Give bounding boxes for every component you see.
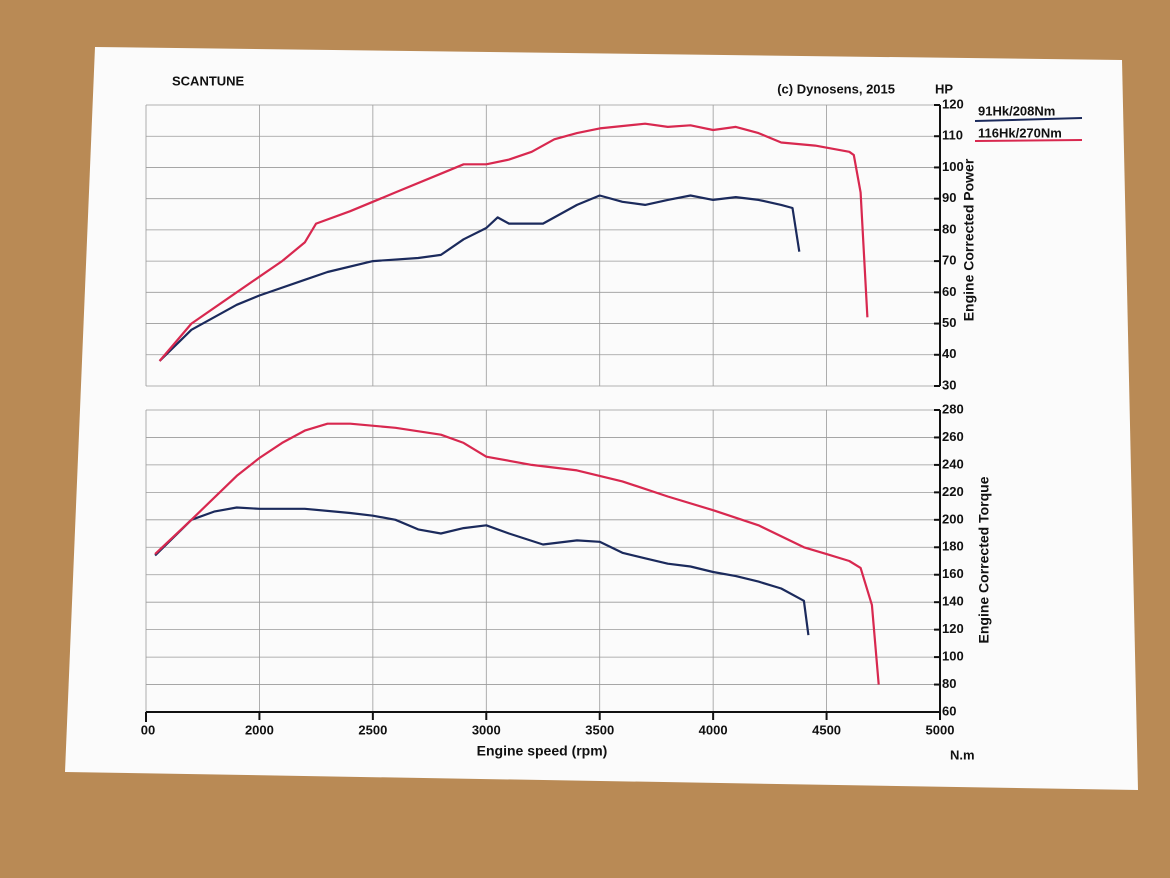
y-axis-label: Engine Corrected Power	[961, 158, 977, 321]
y-tick-label: 70	[942, 253, 956, 268]
x-tick-label: 4000	[699, 722, 728, 737]
line-series	[158, 122, 869, 362]
line-series	[154, 422, 880, 685]
y-unit: N.m	[950, 747, 975, 762]
y-tick-label: 140	[942, 594, 964, 609]
x-tick-label: 3000	[472, 722, 501, 737]
x-tick-label: 5000	[926, 722, 955, 737]
x-tick-label: 4500	[812, 722, 841, 737]
y-tick-label: 240	[942, 456, 964, 471]
y-tick-label: 50	[942, 315, 956, 330]
x-tick-label: 3500	[585, 722, 614, 737]
legend-label: 91Hk/208Nm	[978, 103, 1055, 118]
y-tick-label: 180	[942, 539, 964, 554]
legend-label: 116Hk/270Nm	[978, 125, 1062, 140]
y-tick-label: 120	[942, 96, 964, 111]
x-tick-label: 2500	[358, 722, 387, 737]
line-series	[158, 194, 801, 362]
x-tick-label: 2000	[245, 722, 274, 737]
y-tick-label: 60	[942, 703, 956, 718]
y-tick-label: 120	[942, 621, 964, 636]
legend-swatch	[974, 139, 1083, 142]
y-tick-label: 90	[942, 190, 956, 205]
y-tick-label: 110	[942, 128, 963, 143]
annotation: (c) Dynosens, 2015	[777, 81, 895, 96]
y-tick-label: 220	[942, 484, 964, 499]
y-tick-label: 80	[942, 676, 956, 691]
y-axis-label: Engine Corrected Torque	[976, 476, 992, 643]
y-tick-label: 100	[942, 159, 964, 174]
y-tick-label: 260	[942, 429, 964, 444]
y-tick-label: 40	[942, 346, 956, 361]
y-unit: HP	[935, 81, 953, 96]
y-tick-label: 200	[942, 511, 964, 526]
x-tick-label: 00	[141, 722, 155, 737]
legend-swatch	[974, 117, 1083, 122]
paper	[65, 47, 1138, 790]
y-tick-label: 280	[942, 401, 964, 416]
chart-title: SCANTUNE	[172, 73, 245, 88]
y-tick-label: 160	[942, 566, 964, 581]
line-series	[154, 506, 810, 636]
y-tick-label: 60	[942, 284, 956, 299]
y-tick-label: 100	[942, 649, 964, 664]
x-axis-label: Engine speed (rpm)	[477, 743, 608, 759]
y-tick-label: 80	[942, 221, 956, 236]
y-tick-label: 30	[942, 377, 956, 392]
